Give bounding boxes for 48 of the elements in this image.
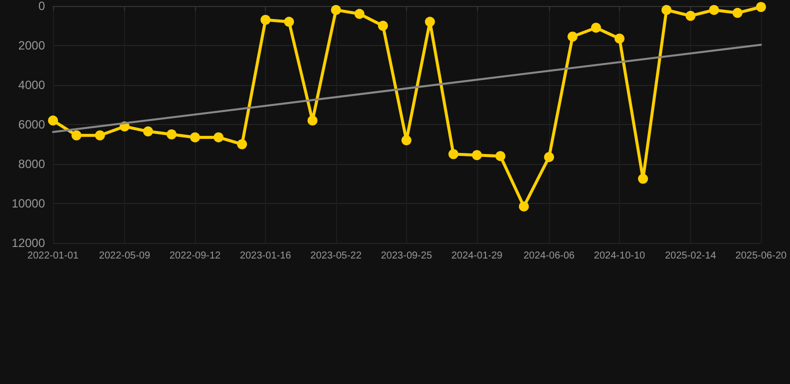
point xyxy=(401,135,412,146)
point xyxy=(732,8,743,18)
point xyxy=(614,34,625,44)
x-tick-label: 2024-06-06 xyxy=(523,250,576,262)
y-tick-label: 2000 xyxy=(18,38,46,52)
point xyxy=(237,139,248,150)
point xyxy=(166,129,177,140)
point xyxy=(190,132,200,142)
point xyxy=(94,130,105,140)
point xyxy=(354,8,364,19)
point xyxy=(591,22,602,33)
point xyxy=(330,4,341,15)
point xyxy=(143,126,154,136)
x-tick-label: 2023-09-25 xyxy=(380,250,432,262)
point xyxy=(544,152,554,162)
y-tick-label: 12000 xyxy=(12,236,46,250)
point xyxy=(662,4,672,15)
point xyxy=(48,116,58,126)
point xyxy=(638,174,648,184)
y-tick-label: 0 xyxy=(38,0,46,13)
point xyxy=(472,150,482,160)
y-tick-label: 8000 xyxy=(18,157,46,171)
x-tick-label: 2024-10-10 xyxy=(594,250,646,262)
x-tick-label: 2024-01-29 xyxy=(451,250,503,262)
x-tick-label: 2022-01-01 xyxy=(27,250,80,262)
y-tick-label: 10000 xyxy=(12,196,46,210)
point xyxy=(308,116,318,126)
point xyxy=(709,4,720,15)
point xyxy=(214,132,224,142)
point xyxy=(568,32,578,42)
x-tick-label: 2025-06-20 xyxy=(735,250,788,262)
point xyxy=(424,16,435,27)
y-tick-label: 6000 xyxy=(18,118,46,132)
point xyxy=(518,201,529,212)
point xyxy=(260,14,271,25)
point xyxy=(448,149,458,160)
point xyxy=(686,10,696,21)
point xyxy=(284,16,294,27)
point xyxy=(378,20,388,31)
y-tick-label: 4000 xyxy=(18,78,46,92)
x-tick-label: 2023-01-16 xyxy=(240,250,292,262)
point xyxy=(495,151,506,162)
point xyxy=(756,2,766,12)
x-tick-label: 2025-02-14 xyxy=(664,250,717,262)
x-tick-label: 2022-09-12 xyxy=(169,250,222,262)
x-tick-label: 2022-05-09 xyxy=(99,250,151,262)
point xyxy=(72,130,82,140)
x-tick-label: 2023-05-22 xyxy=(310,250,362,262)
